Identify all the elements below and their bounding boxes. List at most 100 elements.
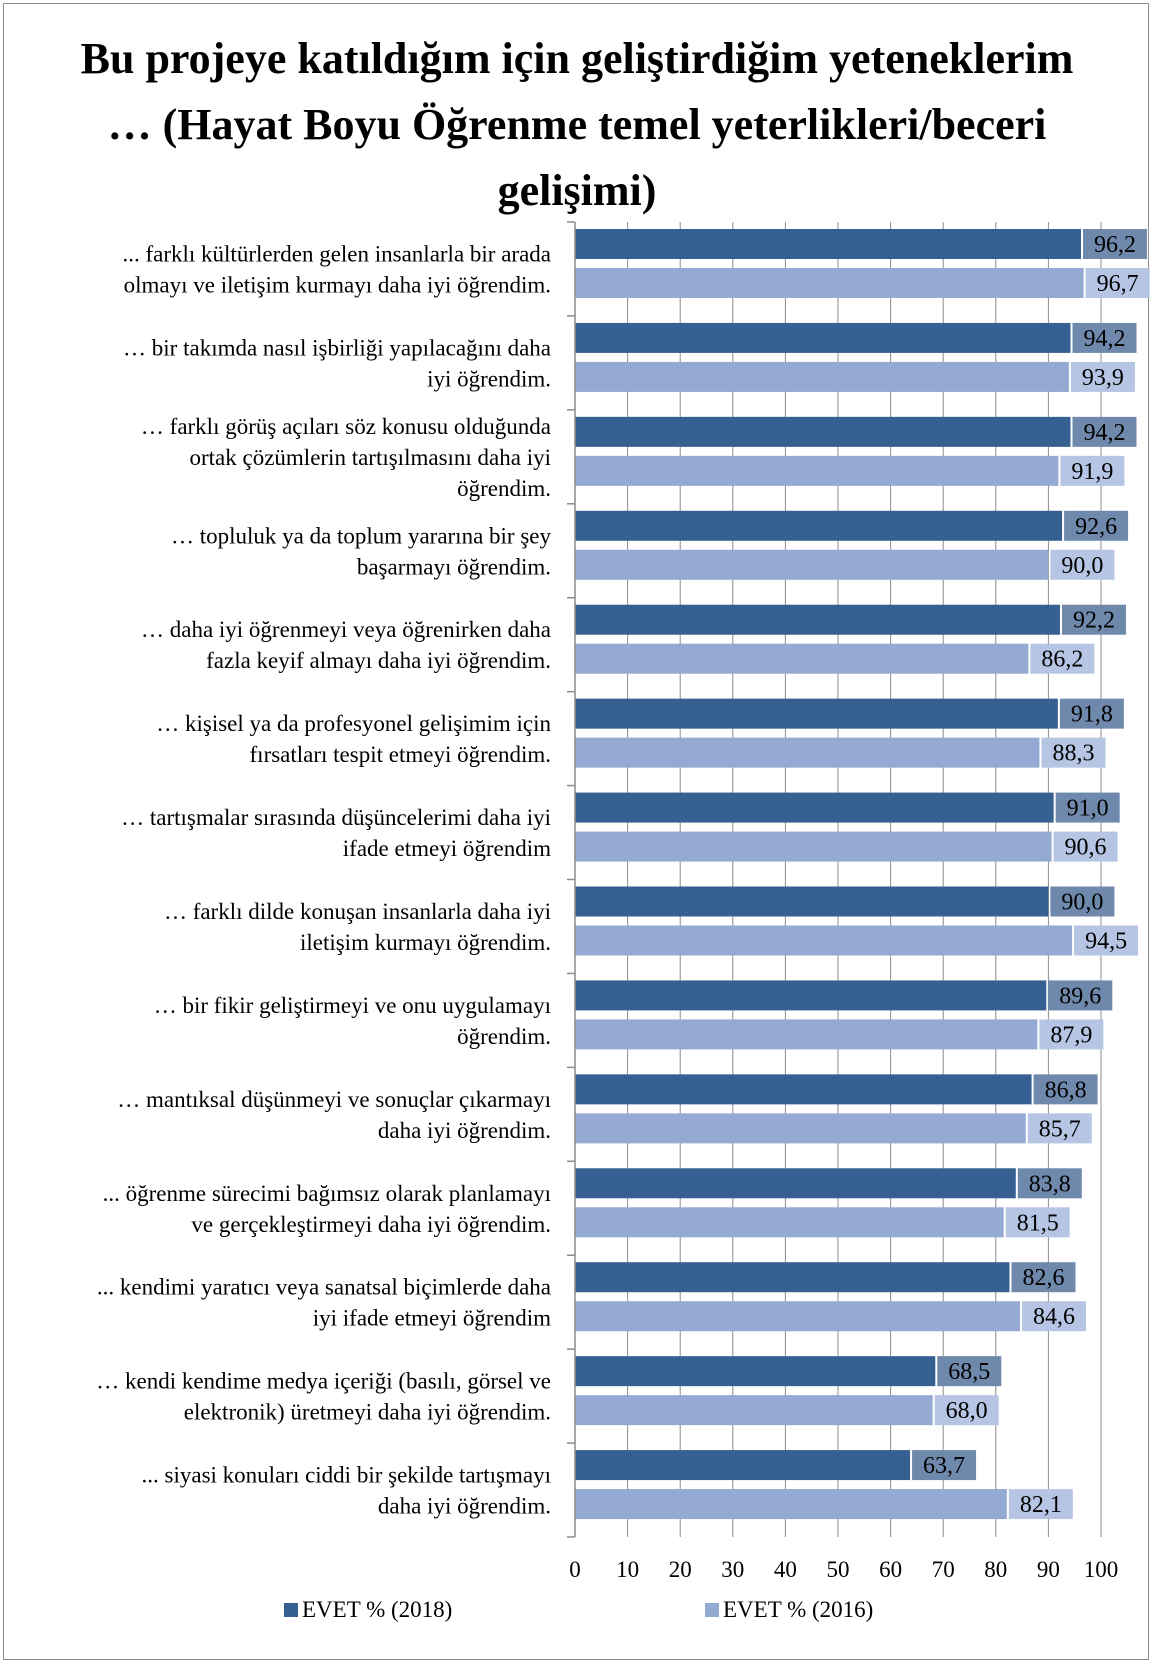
data-label: 94,2 <box>1083 326 1125 352</box>
x-tick-label: 10 <box>616 1557 639 1582</box>
data-label: 94,2 <box>1083 420 1125 446</box>
category-label-line: iletişim kurmayı öğrendim. <box>300 930 551 955</box>
bar-2016 <box>575 1489 1007 1520</box>
bar-2016 <box>575 643 1029 674</box>
bar-2018 <box>575 416 1071 447</box>
category-label-line: öğrendim. <box>457 1024 551 1049</box>
x-tick-label: 0 <box>569 1557 581 1582</box>
bar-2018 <box>575 886 1049 917</box>
category-label-line: olmayı ve iletişim kurmayı daha iyi öğre… <box>124 272 551 297</box>
bar-2016 <box>575 455 1059 486</box>
category-label-line: ... farklı kültürlerden gelen insanlarla… <box>122 241 551 266</box>
data-label-bg <box>1053 831 1118 862</box>
data-label-bg <box>1027 1113 1092 1144</box>
legend-item-2018: EVET % (2018) <box>284 1597 452 1623</box>
category-label: … kişisel ya da profesyonel gelişimim iç… <box>156 711 551 767</box>
data-label: 88,3 <box>1052 741 1094 767</box>
bar-2016 <box>575 1301 1020 1332</box>
data-label: 96,2 <box>1094 232 1136 258</box>
bar-2016 <box>575 1207 1004 1238</box>
data-label-bg <box>1074 925 1139 956</box>
category-label-line: ... kendimi yaratıcı veya sanatsal biçim… <box>97 1275 551 1300</box>
category-label: … kendi kendime medya içeriği (basılı, g… <box>96 1369 551 1425</box>
data-label: 91,0 <box>1067 796 1109 822</box>
data-label: 90,0 <box>1061 890 1103 916</box>
category-label: … tartışmalar sırasında düşüncelerimi da… <box>121 805 551 861</box>
x-tick-label: 50 <box>827 1557 850 1582</box>
category-label-line: … kendi kendime medya içeriği (basılı, g… <box>96 1369 551 1394</box>
category-label-line: … topluluk ya da toplum yararına bir şey <box>171 523 552 548</box>
category-label: ... kendimi yaratıcı veya sanatsal biçim… <box>97 1275 551 1331</box>
data-label-bg <box>1060 455 1125 486</box>
category-label-line: başarmayı öğrendim. <box>357 554 551 579</box>
bar-2018 <box>575 1262 1010 1293</box>
category-label-line: ortak çözümlerin tartışılmasını daha iyi <box>189 445 551 470</box>
data-label-bg <box>1061 604 1126 635</box>
data-label-bg <box>934 1395 999 1426</box>
bar-2018 <box>575 698 1058 729</box>
category-label-line: … farklı görüş açıları söz konusu olduğu… <box>141 414 551 439</box>
bar-2018 <box>575 1450 911 1481</box>
data-label-bg <box>1083 229 1148 259</box>
data-label-bg <box>912 1450 977 1481</box>
data-label-bg <box>937 1356 1002 1387</box>
data-label: 84,6 <box>1033 1304 1075 1330</box>
bar-2018 <box>575 510 1063 541</box>
category-label-line: fırsatları tespit etmeyi öğrendim. <box>250 742 551 767</box>
data-label-bg <box>1085 268 1150 298</box>
category-label-line: … tartışmalar sırasında düşüncelerimi da… <box>121 805 551 830</box>
category-label-line: ve gerçekleştirmeyi daha iyi öğrendim. <box>191 1212 551 1237</box>
data-label: 93,9 <box>1082 365 1124 391</box>
category-label-line: elektronik) üretmeyi daha iyi öğrendim. <box>184 1400 551 1425</box>
data-label-bg <box>1039 1019 1104 1050</box>
bar-2018 <box>575 980 1047 1011</box>
legend: EVET % (2018) EVET % (2016) <box>0 1597 1154 1633</box>
data-label-bg <box>1030 643 1095 674</box>
bar-2018 <box>575 604 1060 635</box>
category-label-line: … daha iyi öğrenmeyi veya öğrenirken dah… <box>141 617 551 642</box>
bar-2018 <box>575 792 1054 823</box>
bar-2016 <box>575 925 1073 956</box>
category-label-line: iyi ifade etmeyi öğrendim <box>313 1306 551 1331</box>
data-label: 91,8 <box>1071 702 1113 728</box>
chart-frame <box>3 3 1149 1660</box>
data-label: 85,7 <box>1039 1116 1081 1142</box>
data-label-bg <box>1064 510 1129 541</box>
data-label-bg <box>1050 886 1115 917</box>
x-tick-label: 80 <box>984 1557 1007 1582</box>
data-label: 94,5 <box>1085 929 1127 955</box>
data-label-bg <box>1072 322 1137 353</box>
data-label: 90,6 <box>1065 835 1107 861</box>
category-label: ... siyasi konuları ciddi bir şekilde ta… <box>142 1463 551 1519</box>
data-label: 86,2 <box>1041 647 1083 673</box>
category-label-line: daha iyi öğrendim. <box>378 1494 551 1519</box>
category-label-line: ifade etmeyi öğrendim <box>343 836 551 861</box>
data-label-bg <box>1048 980 1113 1011</box>
x-tick-label: 20 <box>669 1557 692 1582</box>
x-tick-label: 40 <box>774 1557 797 1582</box>
category-label: … farklı dilde konuşan insanlarla daha i… <box>164 899 551 955</box>
category-label-line: öğrendim. <box>457 476 551 501</box>
data-label: 89,6 <box>1059 983 1101 1009</box>
category-label: … mantıksal düşünmeyi ve sonuçlar çıkarm… <box>117 1087 551 1143</box>
data-label-bg <box>1021 1301 1086 1332</box>
legend-swatch-2018 <box>284 1603 298 1617</box>
data-label-bg <box>1005 1207 1070 1238</box>
category-label-line: ... öğrenme sürecimi bağımsız olarak pla… <box>103 1181 551 1206</box>
bar-2016 <box>575 1019 1038 1050</box>
data-label-bg <box>1041 737 1106 768</box>
bar-2018 <box>575 1074 1032 1105</box>
bar-2016 <box>575 1113 1026 1144</box>
legend-label-2018: EVET % (2018) <box>302 1597 453 1622</box>
data-label: 96,7 <box>1097 271 1139 297</box>
category-label-line: … bir takımda nasıl işbirliği yapılacağı… <box>123 335 551 360</box>
chart-title: Bu projeye katıldığım için geliştirdiğim… <box>80 34 1074 215</box>
legend-item-2016: EVET % (2016) <box>705 1597 873 1623</box>
data-label-bg <box>1070 361 1135 392</box>
x-tick-label: 100 <box>1084 1557 1119 1582</box>
data-label-bg <box>1055 792 1120 823</box>
category-label: … topluluk ya da toplum yararına bir şey… <box>171 523 552 579</box>
category-label-line: ... siyasi konuları ciddi bir şekilde ta… <box>142 1463 551 1488</box>
data-label-bg <box>1072 416 1137 447</box>
category-label-line: daha iyi öğrendim. <box>378 1118 551 1143</box>
